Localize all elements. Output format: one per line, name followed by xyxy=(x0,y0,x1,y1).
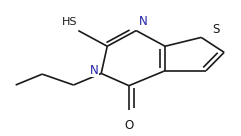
Text: HS: HS xyxy=(62,17,78,27)
Text: S: S xyxy=(212,23,219,36)
Text: O: O xyxy=(124,119,134,132)
Text: N: N xyxy=(139,15,148,28)
Text: N: N xyxy=(90,64,98,77)
